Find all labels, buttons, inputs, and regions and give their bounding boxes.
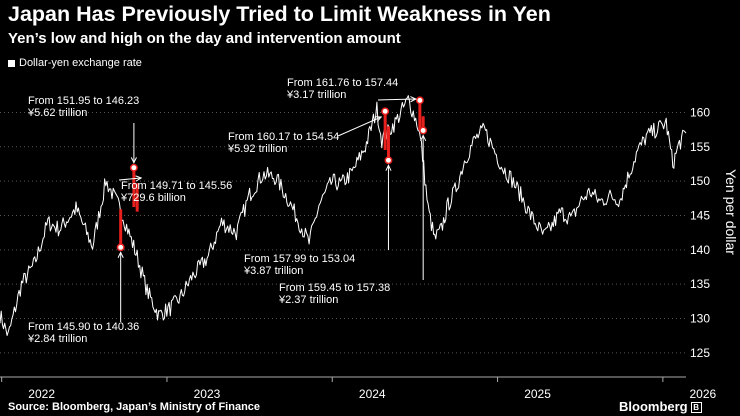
annotation-arrow-5 — [377, 98, 416, 101]
chart-title: Japan Has Previously Tried to Limit Weak… — [8, 2, 551, 26]
intervention-dot-6 — [419, 126, 428, 135]
y-axis-label: Yen per dollar — [723, 169, 739, 255]
intervention-dot-4 — [384, 156, 393, 165]
intervention-dot-5 — [415, 96, 424, 105]
annotation-arrowhead-4 — [385, 164, 392, 171]
annotation-arrowhead-0 — [117, 251, 124, 258]
y-tick-140: 140 — [690, 243, 710, 257]
annotation-arrowhead-5 — [410, 96, 418, 103]
intervention-dot-3 — [381, 107, 390, 116]
series-line — [0, 95, 687, 336]
bloomberg-mark-icon: B — [690, 402, 702, 413]
tick-labels: 125 130 135 140 145 150 155 160 2022 2023 2024 2025… — [28, 105, 716, 401]
annotations: From 145.90 to 140.36¥2.84 trillion From … — [27, 77, 427, 345]
y-tick-130: 130 — [690, 311, 710, 325]
y-tick-145: 145 — [690, 208, 710, 222]
intervention-dot-1 — [129, 163, 138, 172]
intervention-dot-0 — [116, 243, 125, 252]
x-tick-2026: 2026 — [690, 387, 717, 401]
gridlines — [0, 111, 686, 382]
annotation-3-line-0: From 160.17 to 154.54 — [228, 131, 339, 143]
annotation-5-line-0: From 161.76 to 157.44 — [287, 77, 398, 89]
annotation-arrow-3 — [337, 116, 382, 137]
annotation-arrowhead-6 — [420, 134, 427, 142]
annotation-5-line-1: ¥3.17 trillion — [286, 89, 346, 101]
chart-subtitle: Yen’s low and high on the day and interv… — [8, 30, 401, 47]
y-tick-125: 125 — [690, 346, 710, 360]
source-note: Source: Bloomberg, Japan’s Ministry of F… — [8, 401, 261, 413]
legend-swatch-icon — [8, 59, 15, 67]
brand-logo: Bloomberg B — [619, 399, 702, 414]
legend: Dollar-yen exchange rate — [8, 57, 142, 69]
annotation-4-line-1: ¥3.87 trillion — [243, 265, 303, 277]
x-tick-2025: 2025 — [524, 387, 551, 401]
series-line-group — [0, 95, 687, 336]
y-tick-135: 135 — [690, 277, 710, 291]
annotation-arrowhead-1 — [130, 157, 137, 164]
annotation-0-line-0: From 145.90 to 140.36 — [28, 321, 139, 333]
x-tick-2022: 2022 — [28, 387, 55, 401]
brand-name: Bloomberg — [619, 399, 688, 414]
annotation-1-line-1: ¥5.62 trillion — [27, 107, 87, 119]
legend-label: Dollar-yen exchange rate — [19, 57, 142, 69]
annotation-2-line-0: From 149.71 to 145.56 — [121, 180, 232, 192]
annotation-6-line-1: ¥2.37 trillion — [278, 294, 338, 306]
y-tick-155: 155 — [690, 140, 710, 154]
annotation-0-line-1: ¥2.84 trillion — [27, 333, 87, 345]
annotation-6-line-0: From 159.45 to 157.38 — [279, 282, 390, 294]
annotation-arrowhead-3 — [375, 116, 383, 122]
annotation-1-line-0: From 151.95 to 146.23 — [28, 95, 139, 107]
y-tick-150: 150 — [690, 174, 710, 188]
annotation-arrow-2 — [118, 177, 142, 181]
annotation-arrowhead-2 — [135, 175, 143, 182]
annotation-2-line-1: ¥729.6 billion — [120, 192, 186, 204]
annotation-3-line-1: ¥5.92 trillion — [227, 143, 287, 155]
intervention-markers — [116, 96, 428, 252]
y-tick-160: 160 — [690, 105, 710, 119]
annotation-4-line-0: From 157.99 to 153.04 — [244, 253, 355, 265]
x-tick-2024: 2024 — [359, 387, 386, 401]
x-tick-2023: 2023 — [194, 387, 221, 401]
